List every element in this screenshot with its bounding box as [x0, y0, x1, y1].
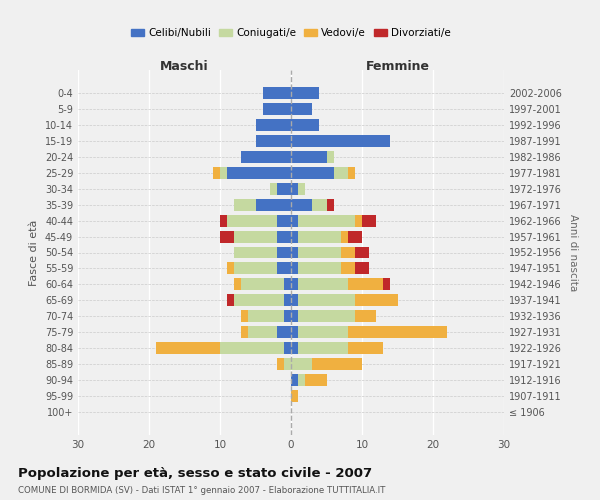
Bar — [298, 230, 341, 242]
Bar — [313, 198, 326, 210]
Bar — [270, 182, 277, 194]
Bar — [348, 326, 447, 338]
Bar — [298, 342, 348, 354]
Bar — [220, 166, 227, 178]
Bar — [291, 118, 319, 130]
Bar — [284, 278, 291, 290]
Y-axis label: Fasce di età: Fasce di età — [29, 220, 39, 286]
Bar — [277, 214, 291, 226]
Bar — [298, 214, 355, 226]
Text: Maschi: Maschi — [160, 60, 209, 74]
Bar — [291, 310, 298, 322]
Bar — [326, 198, 334, 210]
Bar — [355, 310, 376, 322]
Bar — [256, 118, 291, 130]
Bar — [256, 198, 291, 210]
Bar — [277, 262, 291, 274]
Bar — [284, 358, 291, 370]
Bar — [298, 326, 348, 338]
Bar — [234, 198, 256, 210]
Bar — [291, 358, 313, 370]
Bar — [220, 342, 284, 354]
Bar — [248, 326, 277, 338]
Bar — [277, 230, 291, 242]
Bar — [234, 262, 277, 274]
Bar — [291, 198, 313, 210]
Bar — [284, 310, 291, 322]
Bar — [284, 294, 291, 306]
Bar — [298, 278, 348, 290]
Bar — [291, 230, 298, 242]
Bar — [227, 166, 291, 178]
Bar — [291, 102, 313, 115]
Bar — [291, 86, 319, 99]
Bar — [291, 150, 326, 162]
Bar — [355, 294, 398, 306]
Bar — [277, 326, 291, 338]
Bar — [298, 294, 355, 306]
Bar — [291, 182, 298, 194]
Bar — [234, 278, 241, 290]
Text: Femmine: Femmine — [365, 60, 430, 74]
Bar — [355, 214, 362, 226]
Bar — [256, 134, 291, 146]
Bar — [277, 182, 291, 194]
Bar — [156, 342, 220, 354]
Legend: Celibi/Nubili, Coniugati/e, Vedovi/e, Divorziati/e: Celibi/Nubili, Coniugati/e, Vedovi/e, Di… — [127, 24, 455, 42]
Bar — [241, 326, 248, 338]
Bar — [220, 214, 227, 226]
Bar — [291, 278, 298, 290]
Bar — [291, 342, 298, 354]
Bar — [291, 326, 298, 338]
Bar — [341, 262, 355, 274]
Bar — [298, 374, 305, 386]
Bar — [234, 294, 284, 306]
Bar — [305, 374, 326, 386]
Bar — [298, 246, 341, 258]
Bar — [213, 166, 220, 178]
Bar — [284, 342, 291, 354]
Bar — [355, 262, 369, 274]
Bar — [248, 310, 284, 322]
Bar — [291, 166, 334, 178]
Bar — [326, 150, 334, 162]
Bar — [220, 230, 234, 242]
Bar — [341, 246, 355, 258]
Y-axis label: Anni di nascita: Anni di nascita — [568, 214, 578, 291]
Bar — [241, 310, 248, 322]
Bar — [227, 214, 277, 226]
Bar — [234, 246, 277, 258]
Bar — [291, 390, 298, 402]
Bar — [298, 182, 305, 194]
Bar — [313, 358, 362, 370]
Bar — [241, 278, 284, 290]
Bar — [362, 214, 376, 226]
Text: Popolazione per età, sesso e stato civile - 2007: Popolazione per età, sesso e stato civil… — [18, 468, 372, 480]
Bar — [291, 262, 298, 274]
Bar — [227, 262, 234, 274]
Bar — [383, 278, 391, 290]
Bar — [277, 246, 291, 258]
Bar — [263, 102, 291, 115]
Bar — [277, 358, 284, 370]
Bar — [298, 310, 355, 322]
Bar — [348, 278, 383, 290]
Bar — [291, 214, 298, 226]
Bar — [348, 230, 362, 242]
Bar — [227, 294, 234, 306]
Bar — [291, 374, 298, 386]
Bar — [234, 230, 277, 242]
Bar — [291, 246, 298, 258]
Bar — [348, 342, 383, 354]
Bar — [341, 230, 348, 242]
Bar — [355, 246, 369, 258]
Text: COMUNE DI BORMIDA (SV) - Dati ISTAT 1° gennaio 2007 - Elaborazione TUTTITALIA.IT: COMUNE DI BORMIDA (SV) - Dati ISTAT 1° g… — [18, 486, 385, 495]
Bar — [291, 294, 298, 306]
Bar — [334, 166, 348, 178]
Bar — [263, 86, 291, 99]
Bar — [241, 150, 291, 162]
Bar — [298, 262, 341, 274]
Bar — [348, 166, 355, 178]
Bar — [291, 134, 391, 146]
